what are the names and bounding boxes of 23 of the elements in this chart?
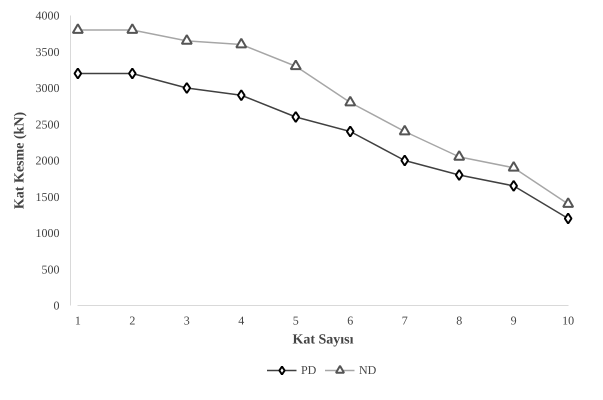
y-tick-label: 3000 [36,81,60,95]
y-tick-label: 3500 [36,44,60,59]
legend-label: ND [359,362,378,378]
y-tick-label: 1000 [36,226,60,240]
x-tick-label: 7 [402,314,408,328]
y-axis-title: Kat Kesme (kN) [12,112,28,210]
y-tick-label: 500 [42,262,60,276]
y-tick-label: 1500 [36,190,60,204]
x-tick-label: 2 [129,314,136,328]
y-tick-label: 4000 [36,8,60,22]
y-tick-label: 2500 [36,117,60,132]
x-axis-title: Kat Sayısı [292,332,354,348]
x-tick-label: 9 [510,314,517,328]
x-tick-label: 1 [74,314,81,328]
x-tick-label: 4 [238,314,244,328]
x-tick-label: 10 [562,314,574,328]
y-tick-label: 2000 [36,154,60,168]
x-tick-label: 5 [292,314,299,328]
x-tick-label: 8 [456,314,462,328]
y-tick-label: 0 [54,298,60,312]
legend-label: PD [301,362,318,378]
x-tick-label: 3 [184,314,190,328]
x-tick-label: 6 [347,314,354,328]
